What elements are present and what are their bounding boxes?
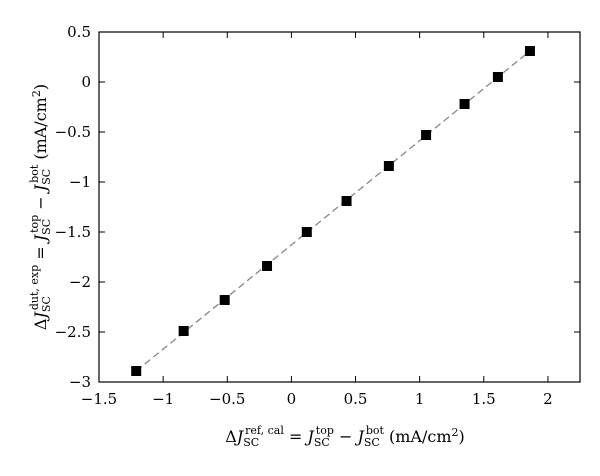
y-tick-label: −0.5	[55, 123, 91, 141]
y-label-j1-sub: SC	[40, 296, 53, 312]
y-label-j1: J	[31, 311, 50, 322]
y-tick-label: −2	[69, 273, 91, 291]
x-tick-label: −0.5	[209, 390, 245, 408]
y-label-j3: J	[31, 183, 50, 194]
y-label-units-sup: 2	[30, 90, 43, 97]
y-tick-label: −1.5	[55, 223, 91, 241]
x-label-minus: −	[334, 427, 358, 446]
data-point	[301, 227, 312, 237]
y-label-units: (mA/cm	[31, 97, 50, 165]
axis-ticks	[98, 31, 580, 383]
y-tick-label: −2.5	[55, 323, 91, 341]
x-label-j2-sub: SC	[314, 436, 330, 449]
data-point	[421, 130, 432, 140]
x-label-units-sup: 2	[452, 426, 459, 439]
x-tick-label: 2	[543, 390, 553, 408]
x-label-j3-sub: SC	[364, 436, 380, 449]
x-tick-label: 1.5	[472, 390, 496, 408]
data-point	[383, 161, 394, 171]
x-label-j1-sup: ref, cal	[245, 424, 284, 437]
x-label-j1-sub: SC	[243, 436, 259, 449]
y-tick-label: −3	[69, 373, 91, 391]
x-tick-label: 1	[415, 390, 425, 408]
y-label-j2-sub: SC	[40, 219, 53, 235]
x-label-j2: J	[304, 427, 315, 446]
y-label-units-close: )	[31, 84, 50, 90]
x-label-units: (mA/cm	[384, 427, 452, 446]
y-label-minus: −	[31, 191, 50, 215]
data-point	[178, 326, 189, 336]
fit-line	[135, 50, 531, 372]
x-label-j3-sup: bot	[366, 424, 385, 437]
y-label-eq: =	[31, 241, 50, 265]
x-tick-label: −1	[152, 390, 174, 408]
data-point	[492, 72, 503, 82]
x-label-j2-sup: top	[316, 424, 334, 437]
x-label-delta: Δ	[225, 427, 237, 446]
data-point	[341, 196, 352, 206]
y-label-j2: J	[31, 233, 50, 244]
y-axis-label: ΔJSCdut, exp = JSCtop − JSCbot (mA/cm2)	[28, 84, 53, 330]
data-markers	[131, 46, 535, 376]
x-label-j1: J	[234, 427, 245, 446]
x-tick-label: −1.5	[81, 390, 117, 408]
data-point	[524, 46, 535, 56]
x-tick-label: 0	[287, 390, 297, 408]
axis-tick-labels: −1.5 −1 −0.5 0 0.5 1 1.5 2 −3 −2.5 −2 −1.5 −1 −0.5 0 0.…	[55, 23, 553, 408]
y-label-delta: Δ	[31, 319, 50, 331]
y-tick-label: 0.5	[67, 23, 91, 41]
x-axis-label: ΔJSCref, cal = JSCtop − JSCbot (mA/cm2)	[225, 424, 465, 449]
x-label-eq: =	[284, 427, 308, 446]
y-label-j3-sub: SC	[40, 169, 53, 185]
y-label-j3-sup: bot	[28, 164, 41, 183]
x-label-j3: J	[354, 427, 365, 446]
data-point	[131, 366, 142, 376]
y-tick-label: −1	[69, 173, 91, 191]
y-tick-label: 0	[81, 73, 91, 91]
x-tick-label: 0.5	[344, 390, 368, 408]
data-point	[262, 261, 273, 271]
x-label-units-close: )	[459, 427, 465, 446]
y-label-j2-sup: top	[28, 215, 41, 233]
data-point	[219, 295, 230, 305]
y-label-j1-sup: dut, exp	[28, 265, 41, 310]
data-point	[459, 99, 470, 109]
plot-frame	[98, 31, 581, 383]
